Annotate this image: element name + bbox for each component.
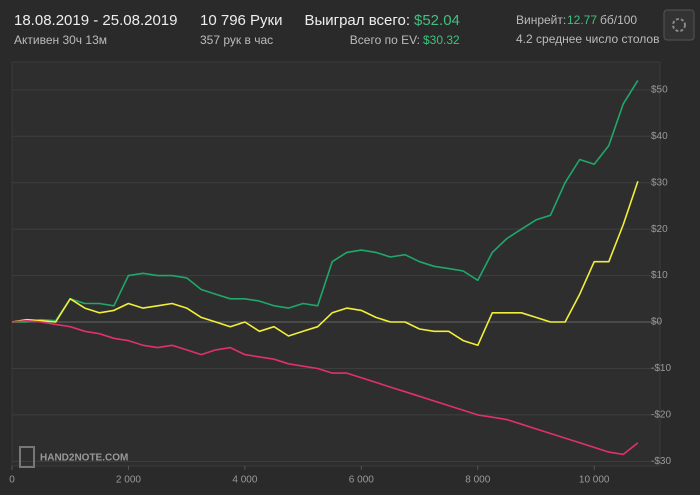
y-tick-label: -$20 [651, 410, 671, 421]
x-tick-label: 10 000 [579, 475, 610, 486]
y-tick-label: $50 [651, 85, 668, 96]
y-tick-label: -$30 [651, 456, 671, 467]
x-tick-label: 6 000 [349, 475, 374, 486]
series-line [11, 180, 639, 347]
winrate-label: Винрейт: [516, 13, 566, 27]
x-tick-label: 0 [9, 475, 15, 486]
y-tick-label: $30 [651, 177, 668, 188]
hands: 10 796 Руки [200, 12, 283, 29]
tables: 4.2 среднее число столов [516, 32, 659, 46]
per-hour: 357 рук в час [200, 33, 273, 47]
logo-icon [19, 446, 35, 468]
y-tick-label: $40 [651, 131, 668, 142]
ev-value: $30.32 [423, 33, 460, 47]
won-value: $52.04 [414, 12, 460, 29]
won-label: Выиграл всего: [304, 12, 410, 29]
y-tick-label: $20 [651, 224, 668, 235]
x-tick-label: 2 000 [116, 475, 141, 486]
settings-button[interactable] [663, 9, 695, 41]
y-tick-label: $10 [651, 270, 668, 281]
y-tick-label: $0 [651, 317, 663, 328]
series-line [12, 79, 639, 323]
winrate-unit: бб/100 [600, 13, 637, 27]
y-tick-label: -$10 [651, 363, 671, 374]
dates: 18.08.2019 - 25.08.2019 [14, 12, 177, 29]
winrate-value: 12.77 [567, 13, 597, 27]
ev-label: Всего по EV: [350, 33, 420, 47]
active: Активен 30ч 13м [14, 33, 107, 47]
series-line [11, 319, 639, 456]
gear-icon [672, 18, 686, 32]
watermark: HAND2NOTE.COM [40, 453, 128, 464]
plot-area [11, 61, 661, 467]
x-tick-label: 4 000 [232, 475, 257, 486]
x-tick-label: 8 000 [465, 475, 490, 486]
